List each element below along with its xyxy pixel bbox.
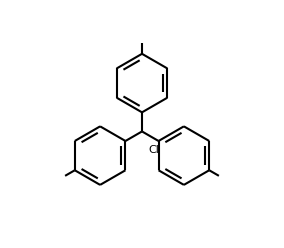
Text: Cl: Cl bbox=[148, 145, 159, 155]
